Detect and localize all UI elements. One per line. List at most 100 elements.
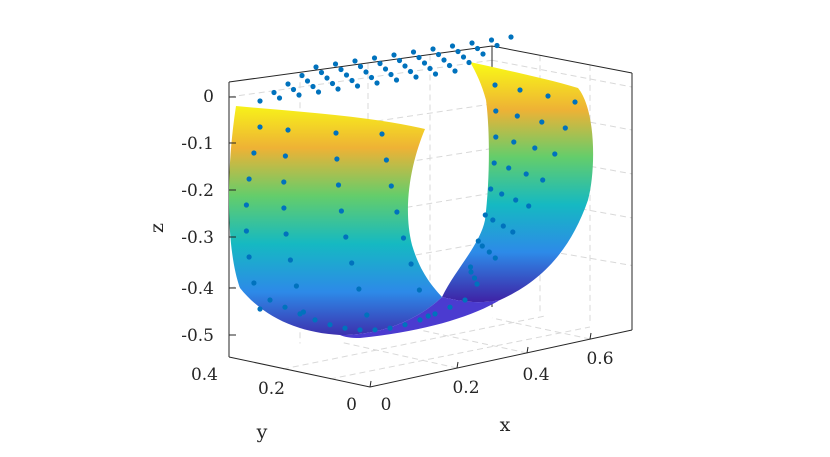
scatter-point [377,60,383,67]
scatter-point [304,78,311,84]
scatter-point [500,223,506,229]
scatter-point [400,235,407,241]
scatter-point [391,52,397,58]
scatter-point [394,209,400,215]
scatter-point [468,269,474,275]
scatter-point [356,286,362,292]
scatter-point [493,108,499,114]
surface [228,62,594,338]
scatter-point [435,51,442,58]
scatter-point [296,92,302,98]
x-tick-mark [456,361,459,369]
scatter-point [388,71,394,78]
scatter-point [545,93,551,99]
scatter-point [287,257,293,263]
grid-line [491,317,591,340]
scatter-point [349,260,355,266]
z-axis-title: z [146,223,168,233]
scatter-point [447,304,453,310]
scatter-point [335,182,342,188]
scatter-point [246,254,252,260]
scatter-point [257,124,263,130]
scatter-point [257,98,263,104]
scatter-point [486,249,492,255]
surface-right-sheet [442,62,594,303]
scatter-point [499,191,505,197]
x-tick-mark [589,332,592,340]
z-tick-label: -0.1 [181,134,214,154]
scatter-point [396,57,403,64]
scatter-point [432,71,439,77]
z-tick-label: -0.5 [181,326,214,346]
scatter-point [417,317,423,323]
scatter-point [290,86,297,93]
scatter-point [312,317,318,323]
scatter-point [532,145,538,151]
scatter-point [310,83,316,90]
scatter-point [283,231,289,237]
scatter-point [513,197,519,203]
scatter-point [332,61,339,67]
scatter-point [327,322,333,328]
scatter-point [299,72,305,79]
scatter-point [462,297,468,303]
x-tick-mark [526,346,529,354]
scatter-point [452,68,458,74]
scatter-point [402,63,408,69]
scatter-point [539,119,545,125]
scatter-point [293,283,299,289]
scatter-points [243,34,578,333]
z-tick-label: -0.2 [181,181,214,201]
x-tick-label: 0.6 [586,349,613,369]
scatter-point [474,45,481,52]
scatter-point [372,327,378,333]
scatter-point [407,68,414,75]
scatter-point [313,64,319,70]
scatter-point [523,171,529,177]
scatter-point [383,157,389,163]
scatter-point [387,325,393,331]
scatter-point [474,281,480,287]
scatter-point [338,66,344,73]
scatter-point [508,34,514,40]
scatter-point [510,229,516,235]
scatter-point [517,87,523,93]
scatter-point [318,69,325,76]
scatter-point [494,42,500,49]
scatter-point [540,177,546,183]
scatter-point [246,176,252,182]
scatter-point [342,325,348,331]
scatter-point [410,49,417,55]
x-tick-label: 0.4 [522,365,549,385]
z-tick-label: -0.4 [181,279,214,299]
scatter-point [343,72,350,78]
x-axis-title: x [500,414,511,436]
scatter-point [374,80,380,86]
scatter-point [526,203,532,209]
scatter-point [492,82,498,88]
scatter-point [276,95,283,101]
scatter-point [471,275,478,281]
scatter-point [441,57,447,63]
scatter-point [354,83,361,89]
scatter-point [572,99,578,105]
scatter-point [475,238,481,244]
scatter-point [506,165,512,171]
scatter-point [315,89,322,95]
scatter-point [425,313,431,319]
scatter-point [334,156,340,162]
scatter-point [281,179,287,185]
scatter-point [243,202,249,208]
scatter-point [432,311,438,317]
axis-titles: z x y [146,223,511,443]
scatter-point [281,205,287,211]
scatter-point [368,74,375,81]
scatter-point [492,255,498,261]
scatter-point [490,217,496,223]
scatter-point [493,134,499,140]
y-tick-label: 0.2 [258,379,285,399]
scatter-point [514,113,520,119]
x-tick-label: 0.2 [452,378,479,398]
grid-line [491,59,633,88]
scatter-point [480,51,486,57]
